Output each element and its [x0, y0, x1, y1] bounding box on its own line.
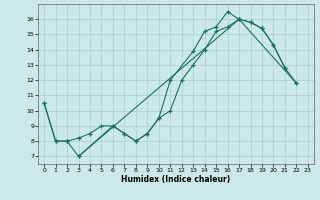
X-axis label: Humidex (Indice chaleur): Humidex (Indice chaleur) [121, 175, 231, 184]
